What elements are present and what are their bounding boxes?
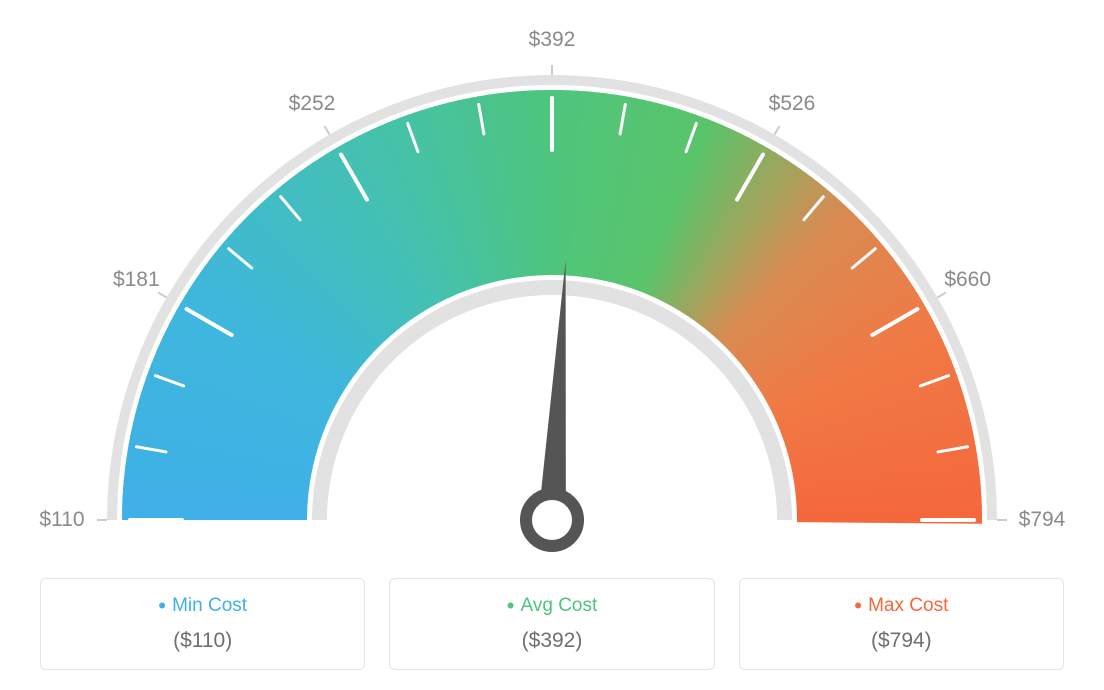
gauge-tick-label: $252 bbox=[289, 92, 336, 116]
gauge-chart: $110 $181 $252 $392 $526 $660 $794 bbox=[0, 0, 1104, 570]
cost-gauge-container: $110 $181 $252 $392 $526 $660 $794 Min Cost ($… bbox=[0, 0, 1104, 690]
legend-avg-label: Avg Cost bbox=[400, 593, 703, 619]
legend-max-value: ($794) bbox=[750, 629, 1053, 653]
gauge-tick-label: $526 bbox=[769, 92, 816, 116]
gauge-tick-label: $392 bbox=[529, 28, 576, 52]
gauge-tick-label: $181 bbox=[113, 268, 160, 292]
legend-max-label: Max Cost bbox=[750, 593, 1053, 619]
legend-avg-box: Avg Cost ($392) bbox=[389, 578, 714, 670]
legend-max-box: Max Cost ($794) bbox=[739, 578, 1064, 670]
legend-row: Min Cost ($110) Avg Cost ($392) Max Cost… bbox=[40, 578, 1064, 670]
legend-avg-value: ($392) bbox=[400, 629, 703, 653]
legend-min-label: Min Cost bbox=[51, 593, 354, 619]
gauge-tick-label: $794 bbox=[1019, 508, 1066, 532]
gauge-tick-label: $110 bbox=[39, 508, 84, 532]
gauge-tick-label: $660 bbox=[944, 268, 991, 292]
legend-min-box: Min Cost ($110) bbox=[40, 578, 365, 670]
legend-min-value: ($110) bbox=[51, 629, 354, 653]
